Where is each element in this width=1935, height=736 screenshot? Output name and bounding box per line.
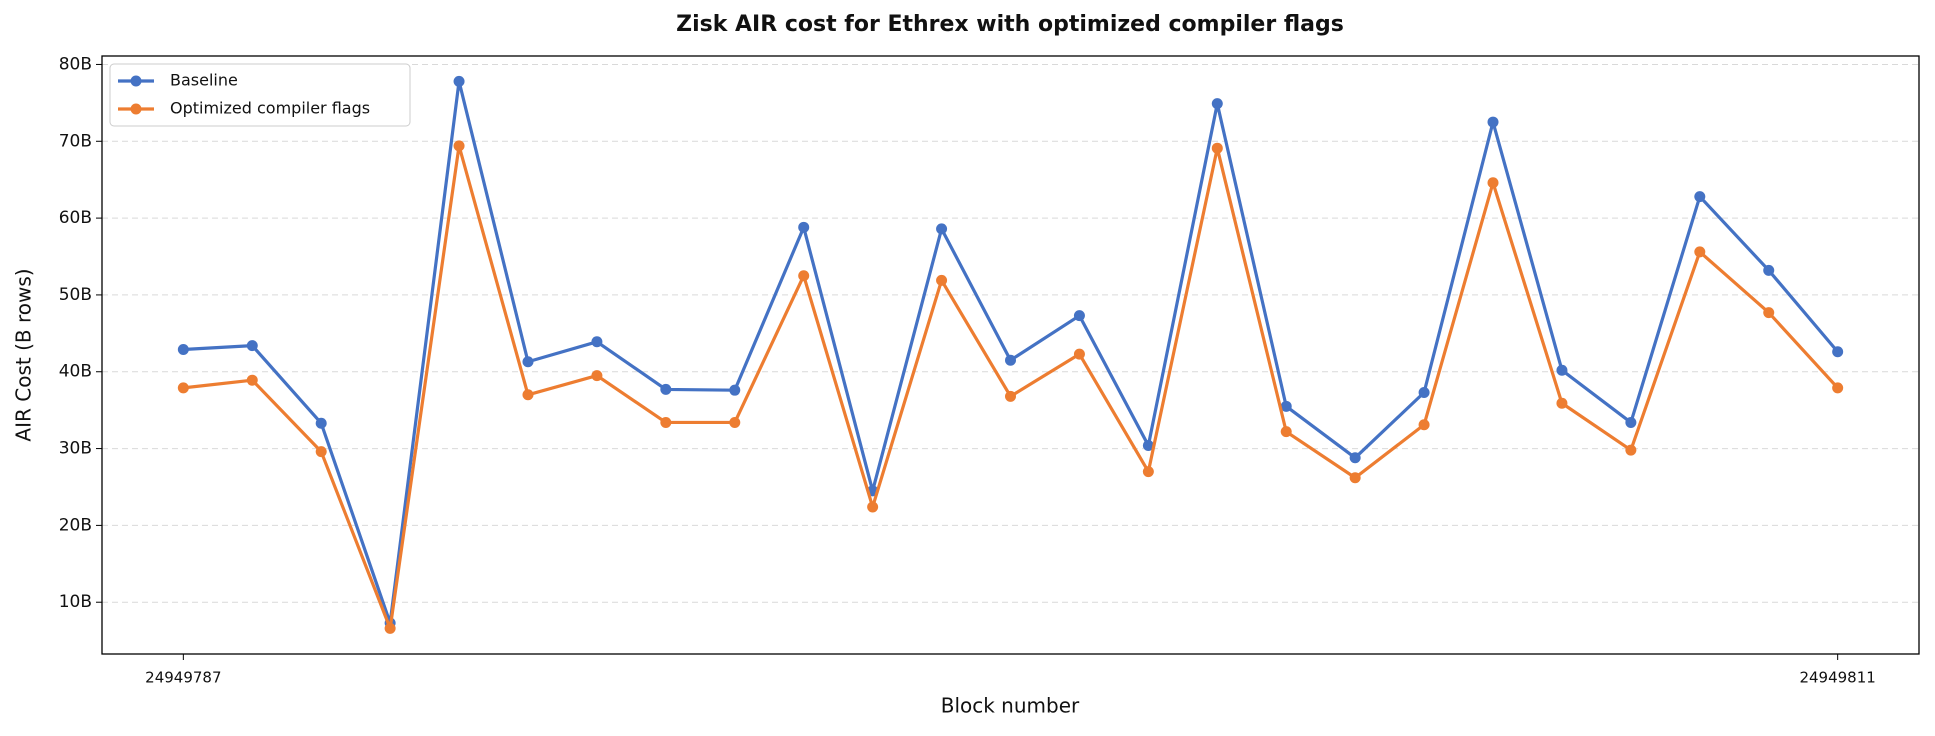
data-point	[522, 389, 534, 401]
data-point	[522, 356, 534, 368]
legend-label: Baseline	[170, 71, 238, 90]
data-point	[177, 382, 189, 394]
data-point	[1556, 397, 1568, 409]
y-tick-label: 80B	[59, 54, 92, 74]
data-point	[1280, 426, 1292, 438]
y-tick-label: 10B	[59, 592, 92, 612]
data-point	[936, 223, 948, 235]
series-line	[183, 144, 1839, 630]
y-axis-label: AIR Cost (B rows)	[12, 268, 36, 441]
data-point	[591, 370, 603, 382]
data-point	[1349, 452, 1361, 464]
x-axis-label: Block number	[941, 694, 1080, 718]
series-line	[183, 79, 1839, 625]
plot-frame	[101, 55, 1920, 655]
data-point	[1211, 142, 1223, 154]
data-point	[1418, 386, 1430, 398]
data-point	[1073, 348, 1085, 360]
legend-marker	[130, 103, 142, 115]
data-point	[1832, 346, 1844, 358]
data-point	[591, 336, 603, 348]
data-point	[1763, 264, 1775, 276]
data-point	[1142, 466, 1154, 478]
y-tick-label: 70B	[59, 131, 92, 151]
data-point	[798, 221, 810, 233]
data-point	[1694, 191, 1706, 203]
legend-box	[109, 63, 411, 127]
data-point	[1694, 246, 1706, 258]
data-point	[729, 416, 741, 428]
x-tick-label: 24949787	[145, 669, 221, 687]
data-point	[1005, 354, 1016, 366]
data-point	[1763, 307, 1775, 319]
y-tick-label: 20B	[59, 515, 92, 535]
y-tick-label: 40B	[59, 362, 92, 382]
legend-marker	[130, 75, 142, 87]
data-point	[1073, 310, 1085, 322]
data-point	[729, 384, 741, 396]
data-point	[1556, 364, 1568, 376]
data-point	[453, 75, 465, 87]
data-point	[936, 274, 948, 286]
data-point	[1211, 98, 1223, 110]
data-point	[1418, 419, 1430, 431]
data-point	[315, 446, 327, 458]
data-point	[1280, 400, 1292, 412]
legend-label: Optimized compiler flags	[170, 99, 370, 118]
chart-title: Zisk AIR cost for Ethrex with optimized …	[676, 12, 1344, 37]
data-point	[660, 416, 672, 428]
data-point	[246, 340, 258, 352]
data-point	[660, 383, 672, 395]
data-point	[1487, 116, 1499, 128]
x-tick-label: 24949811	[1799, 669, 1875, 687]
data-point	[384, 622, 396, 634]
data-point	[1487, 177, 1499, 189]
data-point	[1349, 472, 1361, 484]
data-point	[1142, 439, 1154, 451]
data-point	[177, 343, 189, 355]
y-tick-label: 30B	[59, 439, 92, 459]
data-point	[1005, 390, 1016, 402]
data-point	[798, 270, 810, 282]
data-point	[315, 417, 327, 429]
y-tick-label: 50B	[59, 285, 92, 305]
data-point	[1625, 416, 1637, 428]
data-point	[1832, 382, 1844, 394]
data-point	[246, 374, 258, 386]
data-point	[867, 501, 879, 513]
y-tick-label: 60B	[59, 208, 92, 228]
data-point	[1625, 444, 1637, 456]
data-point	[453, 140, 465, 152]
